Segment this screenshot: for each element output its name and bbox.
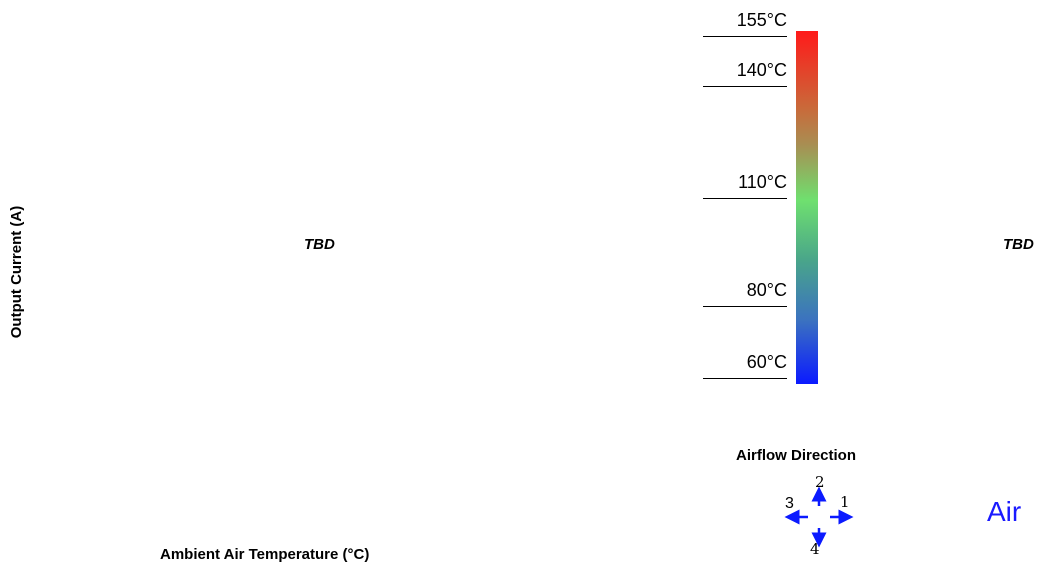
scale-tick-155: 155°C <box>703 9 787 37</box>
airflow-label-4: 4 <box>810 540 820 556</box>
y-axis-label: Output Current (A) <box>8 205 25 339</box>
airflow-direction-title: Airflow Direction <box>736 447 857 464</box>
air-label: Air <box>987 496 1022 527</box>
chart-placeholder-left: TBD <box>304 236 335 253</box>
scale-tick-110: 110°C <box>703 171 787 199</box>
scale-tick-80: 80°C <box>703 279 787 307</box>
scale-tick-60: 60°C <box>703 351 787 379</box>
scale-tick-140: 140°C <box>703 59 787 87</box>
temperature-color-scale <box>796 31 818 384</box>
airflow-direction-icon: 2 3 1 4 <box>784 473 854 556</box>
x-axis-label: Ambient Air Temperature (°C) <box>160 546 370 563</box>
chart-placeholder-right: TBD <box>1003 236 1034 253</box>
airflow-label-3: 3 <box>785 495 794 512</box>
airflow-label-2: 2 <box>815 473 825 491</box>
airflow-label-1: 1 <box>840 493 850 511</box>
